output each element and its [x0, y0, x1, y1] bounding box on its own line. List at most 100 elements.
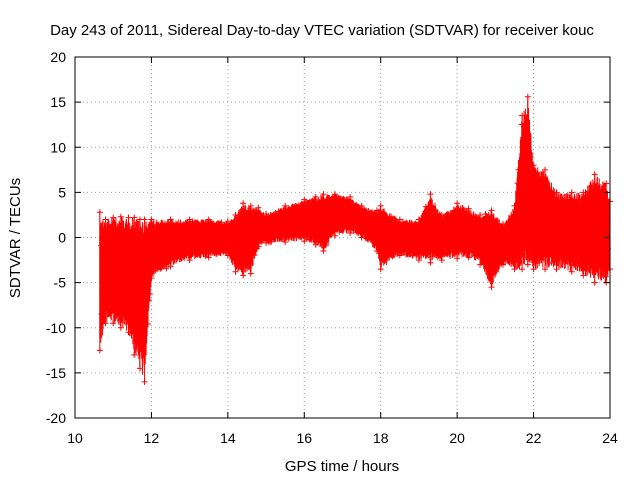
data-point: [347, 229, 354, 236]
x-tick-label: 16: [296, 430, 312, 446]
data-point: [580, 272, 587, 279]
data-point: [553, 266, 560, 273]
data-point: [511, 202, 518, 209]
data-point: [125, 214, 132, 221]
data-point: [131, 214, 138, 221]
x-tick-label: 24: [602, 430, 618, 446]
data-point: [240, 200, 247, 207]
data-point: [542, 166, 549, 173]
data-point: [511, 266, 518, 273]
data-point: [320, 191, 327, 198]
data-point: [454, 200, 461, 207]
chart-title: Day 243 of 2011, Sidereal Day-to-day VTE…: [50, 22, 594, 39]
data-series: [96, 93, 613, 385]
data-point: [301, 238, 308, 245]
data-point: [255, 243, 262, 250]
data-point: [224, 252, 231, 259]
y-tick-label: 15: [50, 94, 66, 110]
data-point: [396, 252, 403, 259]
data-point: [167, 263, 174, 270]
data-point: [542, 266, 549, 273]
data-point: [373, 207, 380, 214]
data-point: [232, 211, 239, 218]
x-axis-label: GPS time / hours: [285, 458, 399, 475]
data-point: [148, 216, 155, 223]
data-point: [263, 239, 270, 246]
data-point: [117, 324, 124, 331]
data-point: [488, 284, 495, 291]
data-point: [117, 213, 124, 220]
y-tick-label: -10: [46, 320, 66, 336]
data-point: [240, 272, 247, 279]
data-point: [438, 211, 445, 218]
data-point: [568, 189, 575, 196]
y-tick-label: 5: [58, 184, 66, 200]
y-tick-label: 20: [50, 49, 66, 65]
data-point: [205, 254, 212, 261]
data-point: [454, 255, 461, 262]
data-point: [263, 211, 270, 218]
data-point: [167, 216, 174, 223]
data-point: [301, 196, 308, 203]
data-point: [266, 239, 273, 246]
data-point: [500, 220, 506, 227]
data-point: [163, 265, 170, 272]
data-point: [519, 112, 526, 119]
data-point: [125, 329, 132, 336]
data-point: [415, 257, 422, 264]
x-tick-label: 10: [67, 430, 83, 446]
data-point: [255, 204, 262, 211]
data-point: [373, 248, 380, 255]
data-point: [488, 207, 495, 214]
data-point: [247, 202, 254, 209]
y-tick-label: -5: [54, 275, 67, 291]
data-point: [141, 216, 148, 223]
data-point: [519, 266, 526, 273]
data-point: [358, 234, 365, 241]
data-point: [331, 191, 338, 198]
y-tick-label: 0: [58, 230, 66, 246]
data-point: [102, 320, 109, 327]
data-point: [415, 216, 422, 223]
data-point: [580, 189, 587, 196]
data-point: [320, 248, 327, 255]
x-tick-label: 18: [373, 430, 389, 446]
data-point: [553, 189, 560, 196]
x-axis: 10 12 14 16 18 20 22 24: [67, 57, 618, 446]
y-tick-label: 10: [50, 139, 66, 155]
y-axis-label: SDTVAR / TECUs: [7, 178, 24, 298]
data-point: [312, 193, 319, 200]
data-point: [524, 93, 531, 100]
data-point: [232, 268, 239, 275]
data-point: [530, 162, 537, 169]
data-point: [96, 347, 103, 354]
data-point: [186, 216, 193, 223]
data-point: [96, 209, 103, 216]
data-point: [377, 202, 384, 209]
data-point: [224, 218, 231, 225]
x-tick-label: 14: [220, 430, 236, 446]
data-point: [110, 320, 117, 327]
data-point: [591, 279, 598, 286]
data-point: [148, 275, 155, 282]
data-point: [312, 241, 319, 248]
data-point: [358, 202, 365, 209]
data-point: [568, 268, 575, 275]
data-point: [465, 254, 472, 261]
data-point: [136, 365, 143, 372]
data-point: [377, 266, 384, 273]
data-point: [591, 171, 598, 178]
data-point: [524, 261, 531, 268]
data-point: [477, 261, 484, 268]
y-tick-label: -20: [46, 410, 66, 426]
data-point: [247, 270, 254, 277]
y-axis: 20 15 10 5 0 -5 -10 -15 -20: [46, 49, 610, 426]
data-point: [347, 193, 354, 200]
x-tick-label: 12: [144, 430, 160, 446]
data-point: [530, 266, 537, 273]
data-point: [477, 211, 484, 218]
data-point: [438, 257, 445, 264]
data-point: [186, 257, 193, 264]
data-point: [500, 261, 506, 268]
